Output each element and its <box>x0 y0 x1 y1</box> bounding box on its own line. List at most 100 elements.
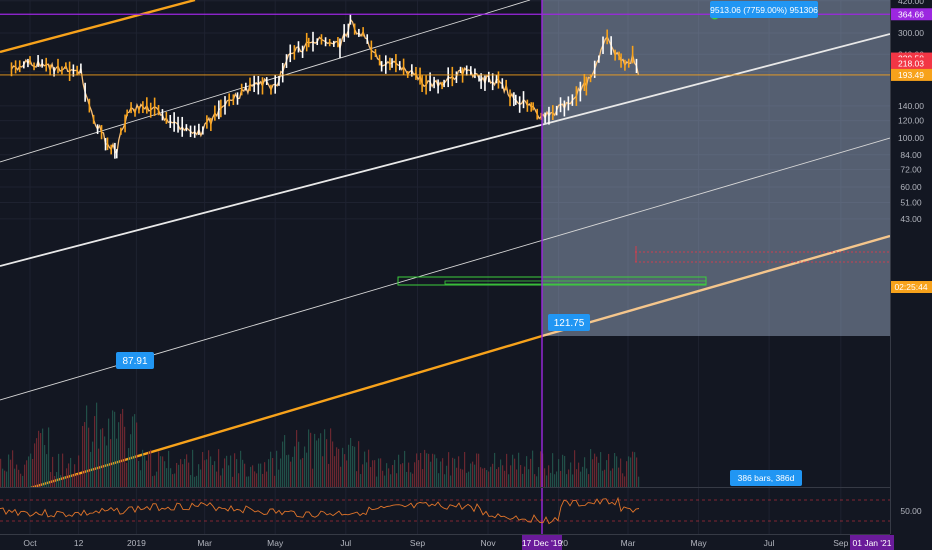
volume-bar <box>388 468 390 487</box>
volume-bar <box>228 465 230 487</box>
volume-bar <box>632 451 634 487</box>
volume-bar <box>24 464 26 487</box>
level-badge-label-7: 193.49 <box>898 70 924 80</box>
volume-bar <box>178 464 180 487</box>
price-tick-5: 420.00 <box>898 0 924 6</box>
volume-bar <box>132 416 134 487</box>
volume-bar <box>110 439 112 487</box>
volume-bar <box>194 476 196 487</box>
level-badge-6 <box>891 57 932 70</box>
volume-bar <box>518 452 520 487</box>
volume-bar <box>158 451 160 487</box>
volume-bar <box>318 438 320 487</box>
volume-bar <box>392 465 394 487</box>
volume-bar <box>480 467 482 487</box>
orange-trendline-upper <box>0 0 196 54</box>
volume-bar <box>310 432 312 487</box>
volume-bar <box>260 463 262 487</box>
volume-bar <box>234 453 236 487</box>
volume-bar <box>482 468 484 487</box>
volume-bar <box>444 474 446 487</box>
volume-bar <box>208 450 210 487</box>
volume-bar <box>508 474 510 487</box>
volume-bar <box>538 467 540 487</box>
volume-bar <box>556 471 558 487</box>
volume-bar <box>2 468 4 487</box>
volume-bar <box>572 474 574 487</box>
volume-bar <box>108 418 110 487</box>
volume-bar <box>152 476 154 487</box>
volume-bar <box>12 450 14 487</box>
time-tick-9: Mar <box>621 538 636 548</box>
volume-bar <box>218 449 220 487</box>
volume-bar <box>32 458 34 487</box>
volume-bar <box>238 473 240 487</box>
volume-bar <box>56 472 58 487</box>
volume-bar <box>506 453 508 487</box>
volume-bar <box>510 465 512 487</box>
volume-bar <box>76 474 78 487</box>
volume-bar <box>346 460 348 487</box>
volume-bar <box>380 458 382 487</box>
volume-bar <box>522 473 524 487</box>
volume-bar <box>174 473 176 487</box>
volume-bar <box>154 475 156 487</box>
price-tick-13: 72.00 <box>900 165 922 175</box>
low-annotation-2: 121.75 <box>548 314 590 331</box>
volume-bar <box>102 428 104 487</box>
volume-bar <box>486 470 488 487</box>
volume-bar <box>100 429 102 487</box>
volume-bar <box>98 448 100 487</box>
volume-bar <box>232 476 234 487</box>
volume-bar <box>586 468 588 487</box>
volume-bar <box>10 459 12 487</box>
volume-bar <box>52 456 54 487</box>
volume-bar <box>60 475 62 487</box>
volume-bar <box>466 472 468 487</box>
volume-bar <box>378 458 380 487</box>
volume-bar <box>14 468 16 487</box>
price-tick-11: 100.00 <box>898 133 924 143</box>
volume-bar <box>334 456 336 487</box>
volume-bar <box>262 473 264 487</box>
volume-bar <box>146 460 148 487</box>
volume-bar <box>226 455 228 487</box>
volume-bar <box>596 456 598 487</box>
volume-bar <box>266 471 268 487</box>
volume-bar <box>230 455 232 487</box>
volume-bar <box>416 453 418 487</box>
volume-bar <box>636 457 638 487</box>
volume-bar <box>548 465 550 487</box>
countdown-label: 02:25:44 <box>894 282 927 292</box>
volume-bar <box>72 474 74 487</box>
volume-bar <box>512 454 514 487</box>
volume-bar <box>118 422 120 487</box>
measure-label-text: 9513.06 (7759.00%) 951306 <box>710 5 818 15</box>
volume-bar <box>452 457 454 487</box>
volume-bar <box>528 469 530 487</box>
volume-bar <box>558 459 560 487</box>
volume-bar <box>484 467 486 487</box>
volume-bar <box>430 461 432 487</box>
volume-bar <box>284 435 286 487</box>
volume-bar <box>348 444 350 487</box>
volume-bar <box>626 461 628 487</box>
volume-bar <box>206 459 208 487</box>
volume-bar <box>4 470 6 487</box>
orange-trendline-extension <box>541 234 890 338</box>
volume-bar <box>94 416 96 487</box>
time-tick-11: Jul <box>764 538 775 548</box>
measure-bars-label: 386 bars, 386d <box>730 470 802 486</box>
volume-bar <box>628 456 630 487</box>
volume-bar <box>350 437 352 487</box>
volume-bar <box>92 441 94 487</box>
time-tick-5: Jul <box>340 538 351 548</box>
volume-bar <box>212 465 214 487</box>
volume-bar <box>492 463 494 487</box>
low-annotation-1-label: 87.91 <box>122 356 147 367</box>
volume-bar <box>302 458 304 487</box>
measure-label: 9513.06 (7759.00%) 951306 <box>710 1 818 18</box>
volume-bar <box>58 453 60 487</box>
volume-bar <box>196 475 198 487</box>
